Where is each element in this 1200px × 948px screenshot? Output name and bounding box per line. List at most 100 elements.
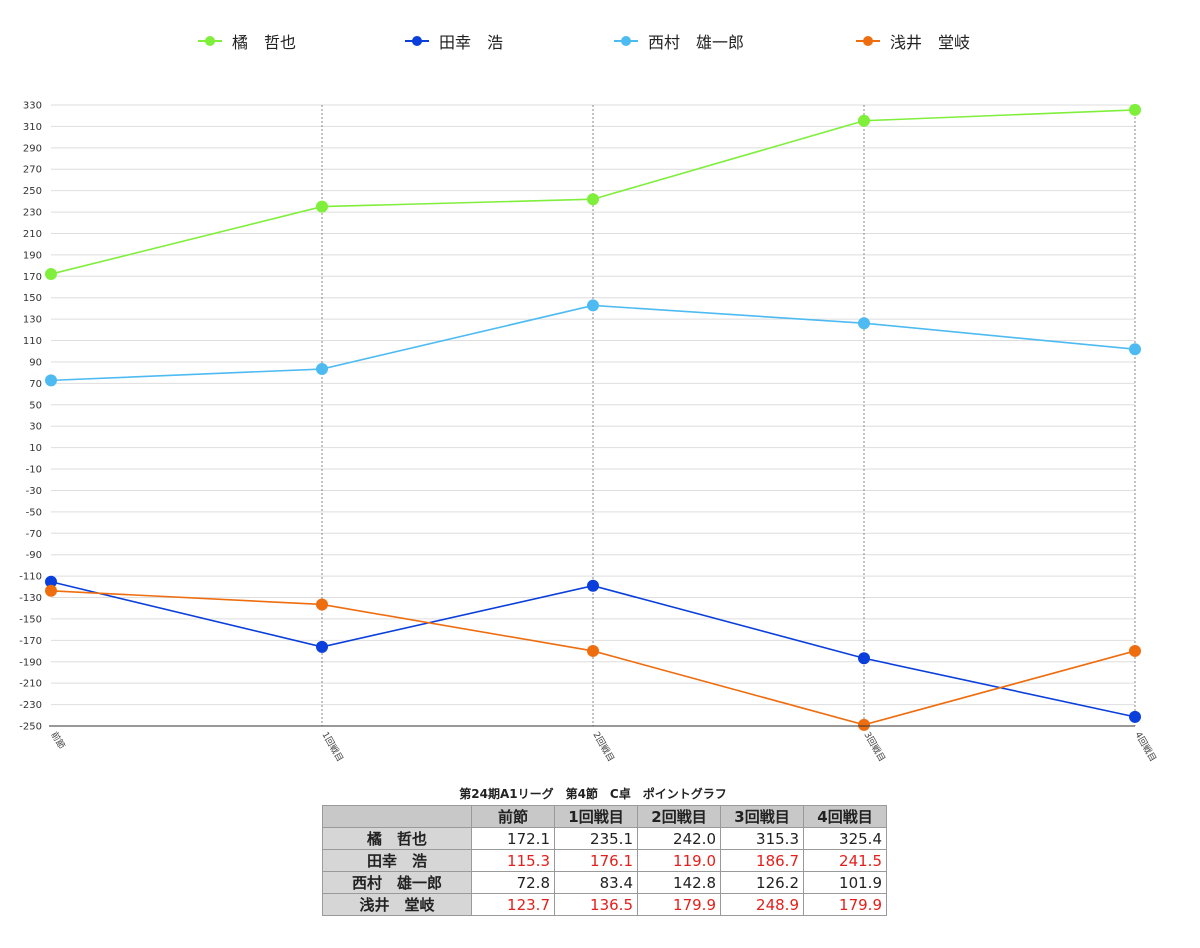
table-cell: 315.3 xyxy=(720,827,804,850)
data-point xyxy=(316,640,328,653)
table-header-row: 前節 1回戦目 2回戦目 3回戦目 4回戦目 xyxy=(322,805,887,828)
y-tick-label: 110 xyxy=(23,336,42,347)
table-cell-negative: 115.3 xyxy=(471,849,555,872)
y-tick-label: 210 xyxy=(23,229,42,240)
table-cell: 126.2 xyxy=(720,871,804,894)
table-cell: 242.0 xyxy=(637,827,721,850)
line-chart: 330 310 290 270 250 230 210 190 170 150 130 110 90 70… xyxy=(19,101,1159,764)
y-tick-label: -210 xyxy=(19,679,42,690)
table-corner-cell xyxy=(322,805,472,828)
table-cell: 172.1 xyxy=(471,827,555,850)
y-tick-label: 30 xyxy=(29,422,42,433)
y-tick-label: 290 xyxy=(23,143,42,154)
y-tick-label: -10 xyxy=(26,465,42,476)
table-cell-negative: 179.9 xyxy=(803,893,887,916)
y-tick-label: 50 xyxy=(29,400,42,411)
table-row: 橘 哲也 172.1 235.1 242.0 315.3 325.4 xyxy=(322,827,887,850)
y-tick-label: 150 xyxy=(23,293,42,304)
y-tick-label: 250 xyxy=(23,186,42,197)
y-tick-label: 270 xyxy=(23,165,42,176)
data-point xyxy=(858,317,870,330)
y-tick-label: -90 xyxy=(26,550,42,561)
y-tick-label: -190 xyxy=(19,657,42,668)
y-tick-label: -230 xyxy=(19,700,42,711)
table-cell-negative: 241.5 xyxy=(803,849,887,872)
y-tick-label: 170 xyxy=(23,272,42,283)
table-row: 田幸 浩 115.3 176.1 119.0 186.7 241.5 xyxy=(322,849,887,872)
row-header-player: 田幸 浩 xyxy=(322,849,472,872)
data-point xyxy=(316,363,328,376)
data-point xyxy=(45,374,57,387)
y-tick-label: 330 xyxy=(23,101,42,112)
y-tick-label: 230 xyxy=(23,208,42,219)
table-cell: 235.1 xyxy=(554,827,638,850)
legend-label: 西村 雄一郎 xyxy=(648,33,745,52)
data-point xyxy=(587,193,599,206)
table-row: 浅井 堂岐 123.7 136.5 179.9 248.9 179.9 xyxy=(322,893,887,916)
y-tick-label: -150 xyxy=(19,614,42,625)
data-point xyxy=(858,114,870,127)
data-point xyxy=(45,268,57,281)
x-tick-label: 前節 xyxy=(48,730,67,752)
x-tick-label: 1回戦目 xyxy=(319,730,346,764)
table-row: 西村 雄一郎 72.8 83.4 142.8 126.2 101.9 xyxy=(322,871,887,894)
legend-item: 田幸 浩 xyxy=(405,26,503,56)
data-point xyxy=(45,575,57,588)
data-point xyxy=(587,644,599,657)
data-point xyxy=(858,652,870,665)
data-point xyxy=(587,579,599,592)
y-tick-label: -250 xyxy=(19,722,42,733)
legend-item: 西村 雄一郎 xyxy=(614,26,744,56)
column-header: 1回戦目 xyxy=(554,805,638,828)
y-tick-label: -70 xyxy=(26,529,42,540)
legend-marker-icon xyxy=(405,35,429,47)
legend-marker-icon xyxy=(614,35,638,47)
data-point xyxy=(45,584,57,597)
table-cell: 83.4 xyxy=(554,871,638,894)
points-table: 前節 1回戦目 2回戦目 3回戦目 4回戦目 橘 哲也 172.1 235.1 … xyxy=(322,805,887,916)
y-tick-label: 190 xyxy=(23,250,42,261)
data-point xyxy=(1129,343,1141,356)
legend-label: 田幸 浩 xyxy=(439,33,504,52)
y-tick-label: -130 xyxy=(19,593,42,604)
y-tick-label: -30 xyxy=(26,486,42,497)
column-header: 2回戦目 xyxy=(637,805,721,828)
data-point xyxy=(316,200,328,213)
legend-item: 橘 哲也 xyxy=(198,26,296,56)
table-cell-negative: 186.7 xyxy=(720,849,804,872)
table-cell-negative: 248.9 xyxy=(720,893,804,916)
table-title: 第24期A1リーグ 第4節 C卓 ポイントグラフ xyxy=(459,787,727,801)
y-tick-label: -50 xyxy=(26,507,42,518)
legend-marker-icon xyxy=(198,35,222,47)
x-tick-label: 2回戦目 xyxy=(590,730,617,764)
series-points xyxy=(45,103,1141,731)
table-cell: 142.8 xyxy=(637,871,721,894)
table-cell-negative: 179.9 xyxy=(637,893,721,916)
table-cell: 325.4 xyxy=(803,827,887,850)
legend-marker-icon xyxy=(856,35,880,47)
y-tick-label: -170 xyxy=(19,636,42,647)
legend-label: 橘 哲也 xyxy=(232,33,297,52)
column-header: 4回戦目 xyxy=(803,805,887,828)
data-point xyxy=(1129,103,1141,116)
table-cell-negative: 136.5 xyxy=(554,893,638,916)
table-cell-negative: 123.7 xyxy=(471,893,555,916)
x-tick-label: 3回戦目 xyxy=(861,730,888,764)
x-tick-label: 4回戦目 xyxy=(1132,730,1159,764)
legend-item: 浅井 堂岐 xyxy=(856,26,970,56)
y-tick-label: 130 xyxy=(23,315,42,326)
table-cell: 101.9 xyxy=(803,871,887,894)
table-cell-negative: 176.1 xyxy=(554,849,638,872)
y-axis-tick-labels: 330 310 290 270 250 230 210 190 170 150 130 110 90 70… xyxy=(19,101,42,733)
data-point xyxy=(858,718,870,731)
row-header-player: 浅井 堂岐 xyxy=(322,893,472,916)
column-header: 3回戦目 xyxy=(720,805,804,828)
chart-legend: 橘 哲也 田幸 浩 西村 雄一郎 浅井 堂岐 xyxy=(0,26,1200,56)
data-point xyxy=(316,598,328,611)
row-header-player: 西村 雄一郎 xyxy=(322,871,472,894)
data-point xyxy=(1129,710,1141,723)
data-point xyxy=(1129,644,1141,657)
table-cell-negative: 119.0 xyxy=(637,849,721,872)
legend-label: 浅井 堂岐 xyxy=(890,33,971,52)
y-tick-label: -110 xyxy=(19,572,42,583)
